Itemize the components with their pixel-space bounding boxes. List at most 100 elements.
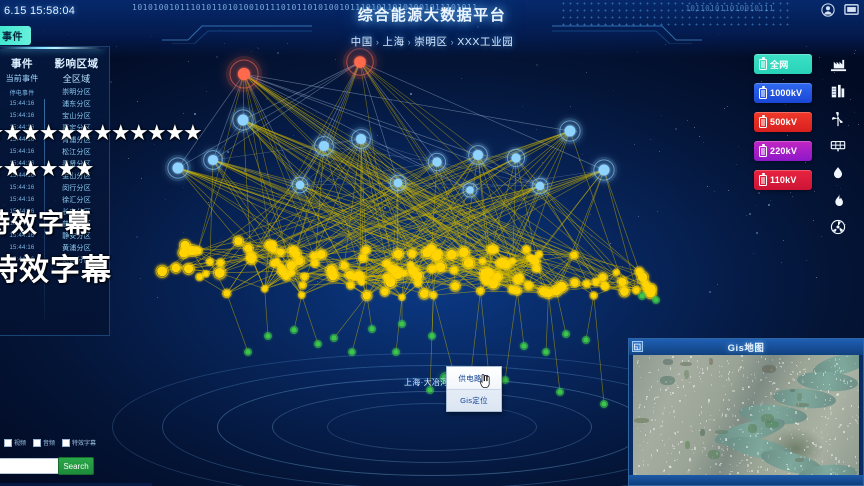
menu-item-gis-locate[interactable]: Gis定位 <box>447 389 501 411</box>
graph-node[interactable] <box>165 155 191 181</box>
graph-node[interactable] <box>631 285 642 296</box>
graph-node[interactable] <box>266 242 279 255</box>
graph-node[interactable] <box>549 283 564 299</box>
graph-node[interactable] <box>485 276 502 292</box>
graph-node[interactable] <box>397 293 407 302</box>
event-row[interactable]: 15:44:16 嘉定分区 <box>0 122 109 134</box>
graph-node[interactable] <box>338 259 351 272</box>
graph-node[interactable] <box>286 243 300 258</box>
graph-node[interactable] <box>181 261 196 277</box>
graph-node[interactable] <box>230 107 256 133</box>
breadcrumb[interactable]: 中国 › 上海 › 崇明区 › XXX工业园 <box>0 34 864 49</box>
graph-node[interactable] <box>600 281 611 292</box>
checkbox[interactable] <box>33 438 42 447</box>
graph-node[interactable] <box>263 331 273 341</box>
graph-node[interactable] <box>359 243 373 257</box>
graph-node[interactable] <box>287 268 296 278</box>
graph-node[interactable] <box>530 176 550 196</box>
graph-node[interactable] <box>221 287 233 299</box>
graph-node[interactable] <box>329 333 339 343</box>
graph-node[interactable] <box>243 347 253 357</box>
graph-node[interactable] <box>448 264 460 276</box>
graph-node[interactable] <box>477 256 488 266</box>
event-row[interactable]: 15:44:16 黄浦分区 <box>0 242 109 254</box>
graph-node[interactable] <box>211 264 228 281</box>
graph-node[interactable] <box>325 267 341 284</box>
factory-icon[interactable] <box>829 56 847 74</box>
graph-node[interactable] <box>299 271 310 283</box>
user-account-icon[interactable] <box>820 2 835 17</box>
graph-node[interactable] <box>522 279 535 292</box>
graph-node[interactable] <box>519 341 529 351</box>
graph-node[interactable] <box>541 347 551 357</box>
graph-node[interactable] <box>637 291 647 301</box>
checkbox-item-1[interactable]: 音频 <box>33 438 55 447</box>
breadcrumb-item-0[interactable]: 中国 <box>350 36 373 48</box>
graph-node[interactable] <box>633 265 646 278</box>
graph-node[interactable] <box>169 261 183 275</box>
graph-node[interactable] <box>561 329 571 339</box>
graph-node[interactable] <box>204 256 215 267</box>
event-list-rows[interactable]: 当前事件 全区域 停电事件 崇明分区 15:44:16 浦东分区 15:44:16 宝山分区 1… <box>0 71 109 266</box>
graph-node[interactable] <box>475 285 486 297</box>
checkbox[interactable] <box>4 438 12 447</box>
menu-item-power-path[interactable]: 供电路径 <box>458 373 490 383</box>
node-context-menu[interactable]: 供电路径 Gis定位 <box>446 366 502 412</box>
buildings-icon[interactable] <box>829 83 847 101</box>
graph-node[interactable] <box>397 319 407 329</box>
graph-node[interactable] <box>534 249 544 259</box>
graph-node[interactable] <box>444 246 460 263</box>
checkbox-item-0[interactable]: 视频 <box>4 438 26 447</box>
graph-node[interactable] <box>297 290 307 300</box>
event-row[interactable]: 15:44:16 宝山分区 <box>0 110 109 122</box>
graph-node[interactable] <box>461 181 479 199</box>
graph-node[interactable] <box>290 175 310 195</box>
search-button[interactable]: Search <box>58 457 94 475</box>
graph-node[interactable] <box>596 271 609 284</box>
graph-node[interactable] <box>201 269 211 279</box>
event-row[interactable]: 15:44:16 青浦分区 <box>0 134 109 146</box>
graph-node[interactable] <box>581 335 591 345</box>
graph-node[interactable] <box>429 248 445 264</box>
graph-node[interactable] <box>360 288 374 303</box>
graph-node[interactable] <box>176 245 192 261</box>
event-row[interactable]: 15:44:16 长宁分区 <box>0 206 109 218</box>
graph-node[interactable] <box>357 278 366 287</box>
flame-icon[interactable] <box>829 191 847 209</box>
graph-node[interactable] <box>343 268 357 282</box>
graph-node[interactable] <box>391 246 406 262</box>
graph-node[interactable] <box>231 234 246 248</box>
graph-node[interactable] <box>448 279 462 293</box>
graph-node[interactable] <box>289 325 299 335</box>
graph-node[interactable] <box>308 250 320 262</box>
graph-node[interactable] <box>191 244 204 257</box>
graph-node[interactable] <box>589 290 599 301</box>
event-row[interactable]: 15:44:16 浦东分区 <box>0 98 109 110</box>
graph-node[interactable] <box>426 151 448 173</box>
water-drop-icon[interactable] <box>829 164 847 182</box>
event-row[interactable]: 15:44:16 奉贤分区 <box>0 158 109 170</box>
graph-node[interactable] <box>272 257 282 267</box>
voltage-110kv[interactable]: 110kV <box>754 170 812 190</box>
breadcrumb-item-3[interactable]: XXX工业园 <box>457 36 514 48</box>
tab-events[interactable]: 事件 <box>0 26 31 45</box>
event-row[interactable]: 15:44:16 闵行分区 <box>0 182 109 194</box>
checkbox[interactable] <box>62 438 71 447</box>
breadcrumb-item-2[interactable]: 崇明区 <box>414 36 448 48</box>
graph-node[interactable] <box>385 262 399 276</box>
checkbox-item-2[interactable]: 特效字幕 <box>62 438 96 447</box>
graph-node[interactable] <box>412 277 424 289</box>
graph-node[interactable] <box>499 256 514 272</box>
graph-node[interactable] <box>568 276 582 289</box>
event-row[interactable]: 当前事件 全区域 <box>0 71 109 86</box>
voltage-500kv[interactable]: 500kV <box>754 112 812 132</box>
breadcrumb-item-1[interactable]: 上海 <box>382 36 405 48</box>
graph-node[interactable] <box>406 247 419 260</box>
voltage-filter-buttons[interactable]: 全网 1000kV 500kV 220kV 110kV <box>752 54 812 190</box>
solar-panel-icon[interactable] <box>829 137 847 155</box>
graph-node[interactable] <box>201 148 225 172</box>
graph-node[interactable] <box>312 134 336 158</box>
graph-node[interactable] <box>506 284 518 296</box>
graph-node[interactable] <box>313 339 323 349</box>
nuclear-icon[interactable] <box>829 218 847 236</box>
